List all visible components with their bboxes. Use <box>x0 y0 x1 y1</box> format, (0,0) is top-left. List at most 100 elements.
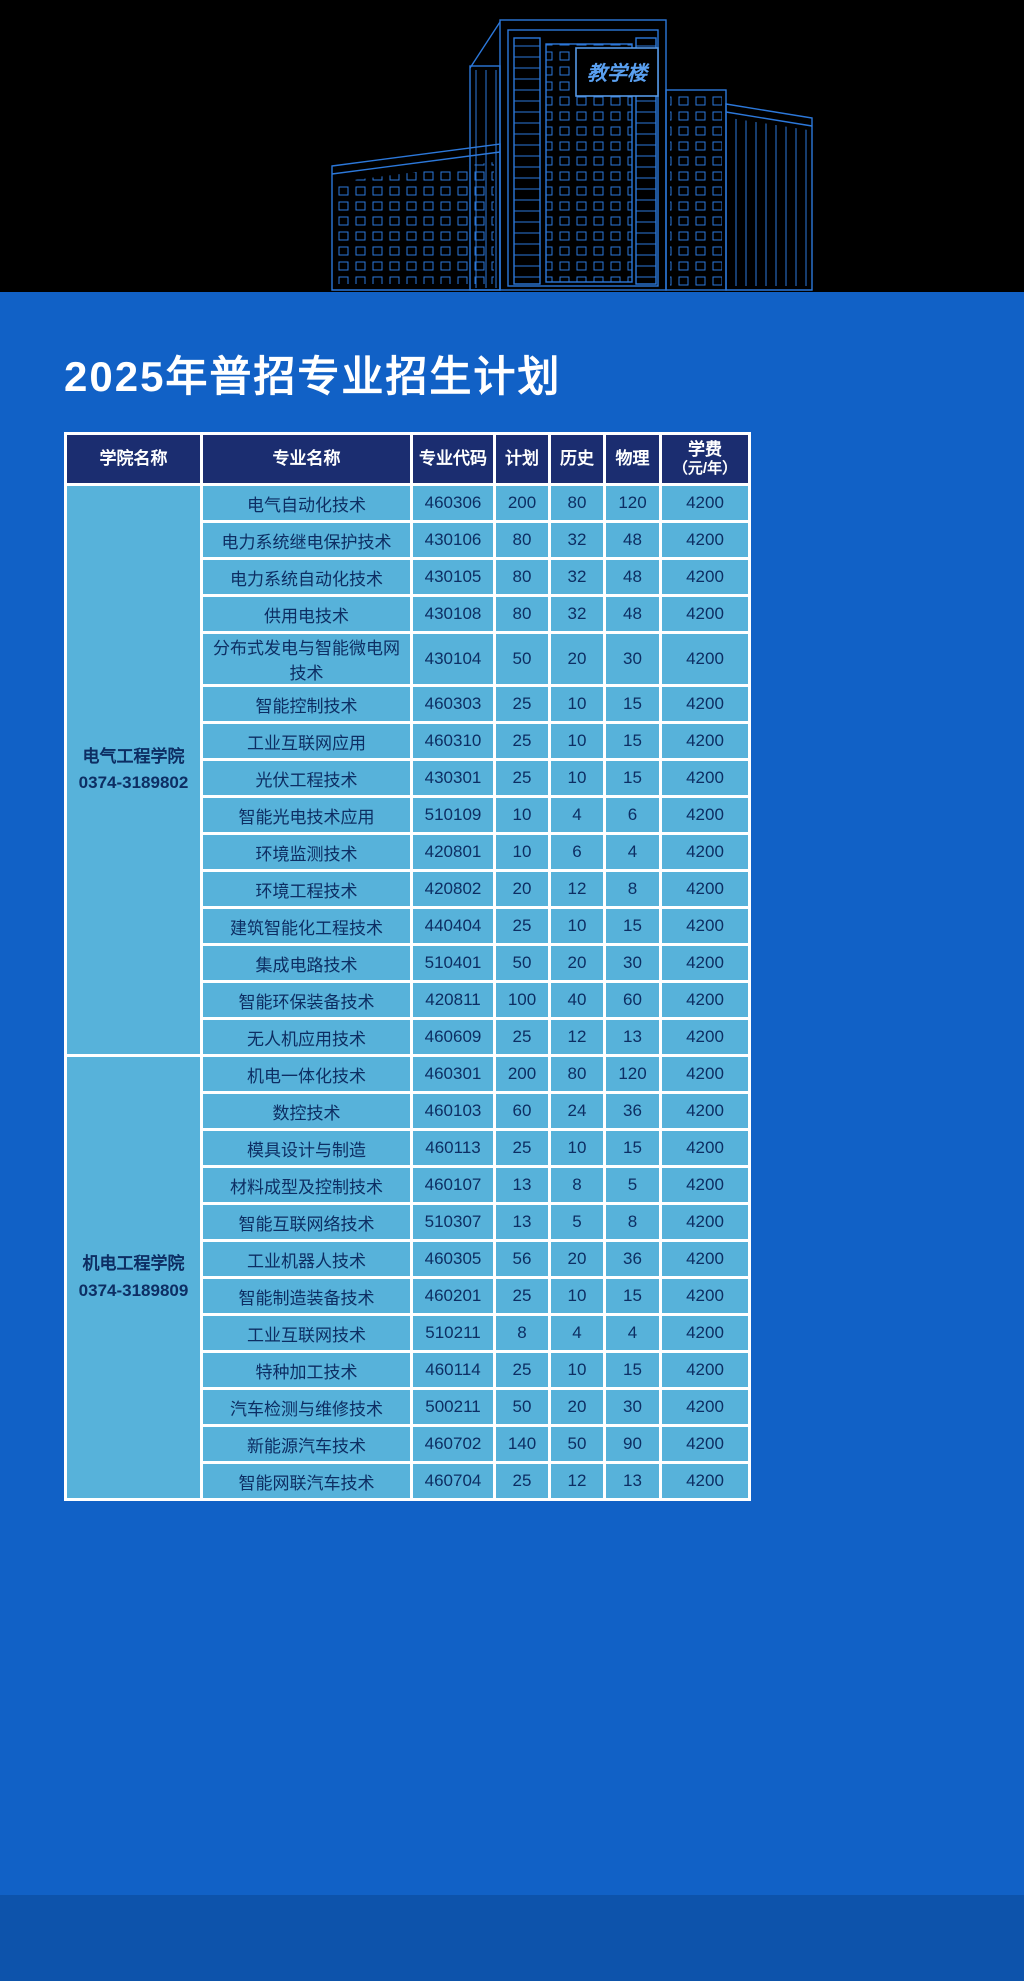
cell-tuition: 4200 <box>659 1313 751 1353</box>
cell-major-name: 特种加工技术 <box>200 1350 413 1390</box>
table-row: 工业互联网技术 510211 8 4 4 4200 <box>66 1313 751 1353</box>
cell-history: 10 <box>548 1276 606 1316</box>
cell-physics: 5 <box>603 1165 662 1205</box>
cell-plan: 10 <box>493 795 551 835</box>
building-sign-label: 教学楼 <box>587 62 650 85</box>
cell-tuition: 4200 <box>659 869 751 909</box>
college-name: 机电工程学院 <box>82 1254 185 1274</box>
cell-history: 20 <box>548 1387 606 1427</box>
cell-history: 10 <box>548 721 606 761</box>
header-row: 学院名称 专业名称 专业代码 计划 历史 物理 学费 （元/年） <box>64 432 751 486</box>
cell-physics: 36 <box>603 1091 662 1131</box>
table-row: 机电工程学院 0374-3189809 机电一体化技术 460301 200 80 120 4… <box>64 1054 751 1501</box>
table-row: 环境监测技术 420801 10 6 4 4200 <box>66 832 751 872</box>
cell-plan: 200 <box>493 1054 551 1094</box>
cell-plan: 25 <box>493 1017 551 1057</box>
cell-history: 12 <box>548 869 606 909</box>
cell-major-name: 建筑智能化工程技术 <box>200 906 413 946</box>
cell-history: 80 <box>548 1054 606 1094</box>
cell-physics: 30 <box>603 631 662 687</box>
cell-history: 10 <box>548 758 606 798</box>
cell-tuition: 4200 <box>659 631 751 687</box>
cell-major-code: 510401 <box>410 943 496 983</box>
table-row: 模具设计与制造 460113 25 10 15 4200 <box>66 1128 751 1168</box>
cell-tuition: 4200 <box>659 1128 751 1168</box>
cell-physics: 15 <box>603 1276 662 1316</box>
college-cell-0: 电气工程学院 0374-3189802 <box>64 483 203 1057</box>
column-header-5: 物理 <box>603 432 662 486</box>
cell-major-name: 光伏工程技术 <box>200 758 413 798</box>
table-row: 智能制造装备技术 460201 25 10 15 4200 <box>66 1276 751 1316</box>
cell-tuition: 4200 <box>659 557 751 597</box>
column-header-4: 历史 <box>548 432 606 486</box>
cell-tuition: 4200 <box>659 684 751 724</box>
cell-plan: 20 <box>493 869 551 909</box>
cell-major-name: 智能制造装备技术 <box>200 1276 413 1316</box>
cell-plan: 13 <box>493 1202 551 1242</box>
table-row: 集成电路技术 510401 50 20 30 4200 <box>66 943 751 983</box>
cell-tuition: 4200 <box>659 1017 751 1057</box>
cell-history: 20 <box>548 1239 606 1279</box>
table-row: 电气工程学院 0374-3189802 电气自动化技术 460306 200 80 120 4… <box>64 483 751 1057</box>
cell-physics: 48 <box>603 594 662 634</box>
cell-plan: 80 <box>493 594 551 634</box>
cell-physics: 15 <box>603 1128 662 1168</box>
building-illustration: 教学楼 <box>318 4 814 292</box>
top-banner: 教学楼 <box>0 0 1024 292</box>
cell-history: 4 <box>548 1313 606 1353</box>
cell-physics: 15 <box>603 758 662 798</box>
cell-tuition: 4200 <box>659 795 751 835</box>
cell-physics: 8 <box>603 869 662 909</box>
cell-major-name: 分布式发电与智能微电网技术 <box>200 631 413 687</box>
college-cell-1: 机电工程学院 0374-3189809 <box>64 1054 203 1501</box>
cell-tuition: 4200 <box>659 1276 751 1316</box>
cell-history: 6 <box>548 832 606 872</box>
cell-plan: 13 <box>493 1165 551 1205</box>
cell-tuition: 4200 <box>659 980 751 1020</box>
table-row: 智能网联汽车技术 460704 25 12 13 4200 <box>66 1461 751 1501</box>
cell-history: 32 <box>548 520 606 560</box>
cell-plan: 80 <box>493 520 551 560</box>
table-row: 电力系统自动化技术 430105 80 32 48 4200 <box>66 557 751 597</box>
cell-plan: 80 <box>493 557 551 597</box>
cell-major-name: 智能环保装备技术 <box>200 980 413 1020</box>
cell-plan: 50 <box>493 943 551 983</box>
cell-major-name: 新能源汽车技术 <box>200 1424 413 1464</box>
cell-plan: 56 <box>493 1239 551 1279</box>
cell-major-code: 420811 <box>410 980 496 1020</box>
cell-tuition: 4200 <box>659 1350 751 1390</box>
cell-plan: 100 <box>493 980 551 1020</box>
cell-tuition: 4200 <box>659 1424 751 1464</box>
cell-history: 20 <box>548 631 606 687</box>
cell-major-name: 环境工程技术 <box>200 869 413 909</box>
cell-physics: 90 <box>603 1424 662 1464</box>
cell-major-code: 460702 <box>410 1424 496 1464</box>
cell-major-code: 460107 <box>410 1165 496 1205</box>
cell-physics: 13 <box>603 1461 662 1501</box>
cell-major-name: 机电一体化技术 <box>200 1054 413 1094</box>
cell-tuition: 4200 <box>659 520 751 560</box>
cell-tuition: 4200 <box>659 832 751 872</box>
cell-major-code: 510307 <box>410 1202 496 1242</box>
cell-major-code: 420801 <box>410 832 496 872</box>
cell-tuition: 4200 <box>659 1165 751 1205</box>
table-row: 智能控制技术 460303 25 10 15 4200 <box>66 684 751 724</box>
cell-major-code: 460201 <box>410 1276 496 1316</box>
cell-history: 10 <box>548 906 606 946</box>
table-row: 建筑智能化工程技术 440404 25 10 15 4200 <box>66 906 751 946</box>
cell-major-name: 电力系统继电保护技术 <box>200 520 413 560</box>
cell-tuition: 4200 <box>659 1054 751 1094</box>
cell-major-code: 430301 <box>410 758 496 798</box>
table-row: 数控技术 460103 60 24 36 4200 <box>66 1091 751 1131</box>
cell-tuition: 4200 <box>659 1202 751 1242</box>
cell-tuition: 4200 <box>659 943 751 983</box>
cell-plan: 10 <box>493 832 551 872</box>
cell-history: 4 <box>548 795 606 835</box>
table-row: 无人机应用技术 460609 25 12 13 4200 <box>66 1017 751 1057</box>
cell-major-name: 数控技术 <box>200 1091 413 1131</box>
cell-physics: 15 <box>603 906 662 946</box>
cell-major-name: 智能互联网络技术 <box>200 1202 413 1242</box>
cell-tuition: 4200 <box>659 1387 751 1427</box>
cell-major-name: 环境监测技术 <box>200 832 413 872</box>
